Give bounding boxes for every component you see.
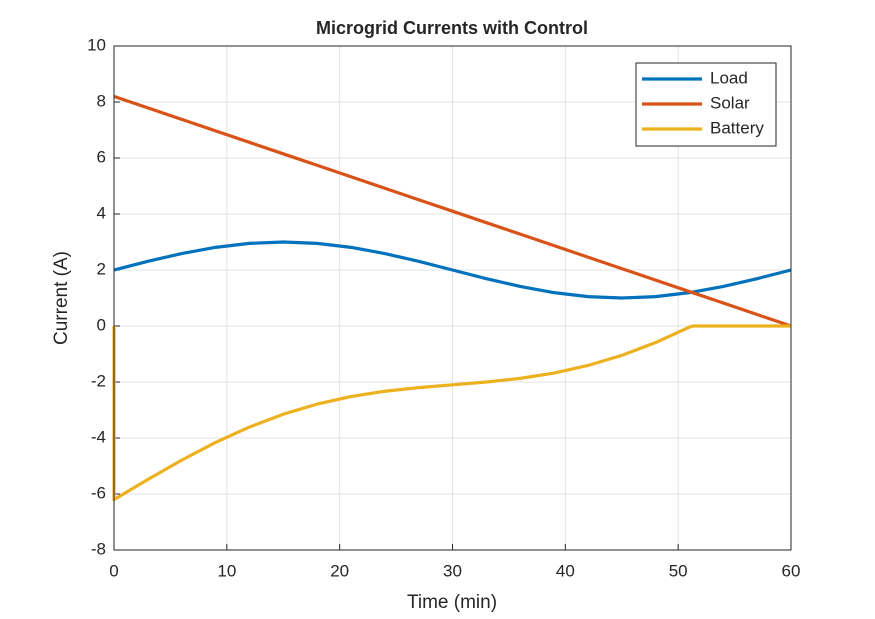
y-axis-label: Current (A) (51, 251, 72, 345)
chart-title: Microgrid Currents with Control (316, 18, 588, 38)
y-tick-label: 4 (97, 203, 106, 222)
x-tick-label: 30 (443, 561, 462, 580)
y-tick-label: -2 (91, 371, 106, 390)
x-tick-label: 10 (217, 561, 236, 580)
y-tick-label: 8 (97, 91, 106, 110)
line-series (113, 240, 792, 300)
y-tick-label: 6 (97, 147, 106, 166)
x-tick-label: 50 (669, 561, 688, 580)
axes-box (113, 45, 792, 551)
x-tick-label: 0 (109, 561, 118, 580)
y-tick-label: -4 (91, 427, 106, 446)
y-tick-label: 10 (87, 35, 106, 54)
x-axis-label: Time (min) (407, 592, 497, 613)
y-tick-label: 2 (97, 259, 106, 278)
x-tick-label: 40 (556, 561, 575, 580)
line-series (112, 324, 791, 502)
y-tick-label: -8 (91, 539, 106, 558)
y-tick-label: -6 (91, 483, 106, 502)
y-tick-label: 0 (97, 315, 106, 334)
x-tick-label: 60 (782, 561, 801, 580)
legend-label: Battery (710, 118, 764, 137)
x-tick-label: 20 (330, 561, 349, 580)
legend-label: Load (710, 68, 748, 87)
legend: Load Solar Battery (635, 62, 777, 147)
legend-label: Solar (710, 93, 750, 112)
line-series (113, 94, 792, 328)
